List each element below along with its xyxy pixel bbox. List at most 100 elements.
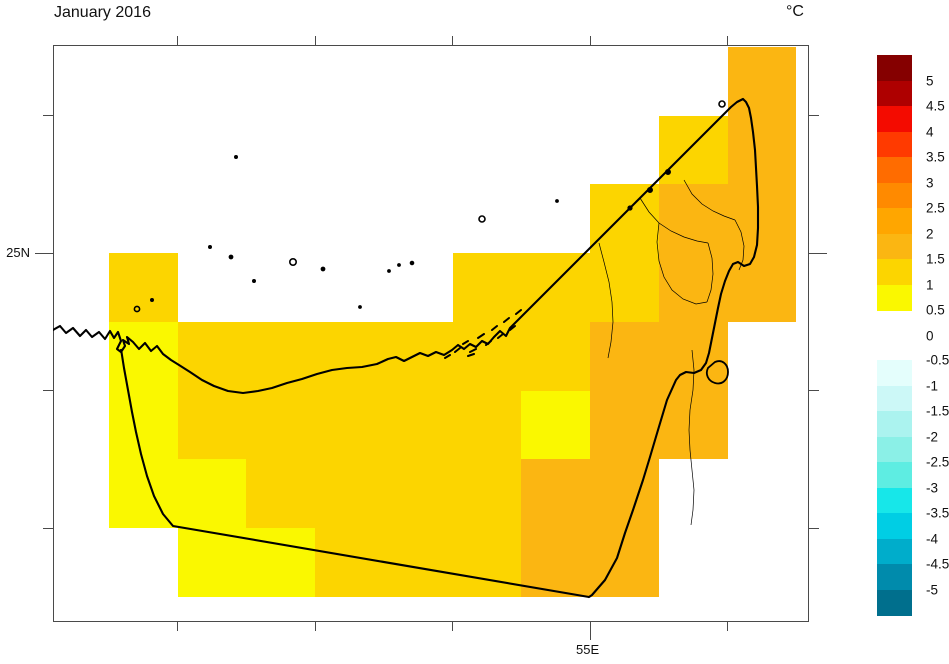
heatmap-cell <box>177 321 247 391</box>
heatmap-cell <box>246 528 315 597</box>
colorbar-tick-label: 4 <box>926 124 934 139</box>
axis-tick <box>43 390 53 392</box>
colorbar-tick-label: -2 <box>926 429 939 444</box>
colorbar-tick-label: 3 <box>926 175 934 190</box>
colorbar-tick-label: 3.5 <box>926 149 945 165</box>
heatmap-cell <box>521 390 590 460</box>
unit-label: °C <box>786 3 804 20</box>
heatmap-cell <box>383 459 453 528</box>
heatmap-cell <box>177 459 247 528</box>
axis-tick <box>589 622 591 640</box>
axis-tick <box>452 622 454 631</box>
colorbar-tick-label: -2.5 <box>926 454 949 470</box>
colorbar-tick-label: 1 <box>926 277 934 292</box>
axis-tick <box>809 527 819 529</box>
heatmap-cell <box>590 184 659 253</box>
heatmap-cell <box>452 321 522 391</box>
heatmap-cell <box>383 321 453 391</box>
colorbar-tick-label: -3.5 <box>926 505 949 521</box>
colorbar-box <box>877 233 912 260</box>
colorbar-tick-label: 0.5 <box>926 302 945 318</box>
heatmap-cell <box>383 528 453 597</box>
heatmap-cell <box>315 528 384 597</box>
colorbar-box <box>877 259 912 285</box>
colorbar-box <box>877 487 912 514</box>
heatmap-cell <box>108 390 178 460</box>
heatmap-cell <box>246 321 315 391</box>
heatmap-cell <box>658 115 728 185</box>
heatmap-cell <box>315 321 384 391</box>
colorbar-box <box>877 538 912 565</box>
colorbar-tick-label: -5 <box>926 582 939 597</box>
axis-tick <box>589 36 591 45</box>
axis-tick <box>809 115 819 117</box>
colorbar-box <box>877 208 912 234</box>
axis-tick <box>43 115 53 117</box>
heatmap-cell <box>452 253 522 322</box>
colorbar-box <box>877 106 912 132</box>
colorbar-tick-label: -4 <box>926 531 939 546</box>
colorbar-box <box>877 513 912 539</box>
axis-tick <box>177 36 179 45</box>
heatmap-cell <box>315 390 384 460</box>
heatmap-cell <box>590 253 659 322</box>
heatmap-cell <box>658 184 728 253</box>
colorbar-box <box>877 589 912 616</box>
heatmap-cells <box>53 45 809 622</box>
colorbar-box <box>877 131 912 158</box>
heatmap-cell <box>177 528 247 597</box>
axis-tick <box>809 252 827 254</box>
colorbar-box <box>877 55 912 81</box>
colorbar-box <box>877 385 912 412</box>
heatmap-cell <box>521 321 590 391</box>
axis-tick <box>314 36 316 45</box>
heatmap-cell <box>452 528 522 597</box>
heatmap-cell <box>452 390 522 460</box>
heatmap-cell <box>452 459 522 528</box>
axis-tick <box>727 36 729 45</box>
heatmap-cell <box>590 321 659 391</box>
heatmap-cell <box>521 459 590 528</box>
heatmap-cell <box>108 321 178 391</box>
colorbar-tick-label: 5 <box>926 73 934 88</box>
colorbar-tick-label: 4.5 <box>926 98 945 114</box>
x-axis-label-55e: 55E <box>576 642 600 657</box>
heatmap-cell <box>246 459 315 528</box>
axis-tick <box>35 252 53 254</box>
axis-tick <box>809 390 819 392</box>
colorbar-tick-label: 2.5 <box>926 200 945 216</box>
colorbar-tick-label: 0 <box>926 328 934 343</box>
axis-tick <box>43 527 53 529</box>
page-title: January 2016 <box>54 4 151 21</box>
heatmap-cell <box>727 115 797 185</box>
colorbar-box <box>877 436 912 463</box>
colorbar-box <box>877 157 912 183</box>
heatmap-cell <box>246 390 315 460</box>
heatmap-cell <box>108 459 178 528</box>
axis-tick <box>452 36 454 45</box>
heatmap-cell <box>658 253 728 322</box>
heatmap-cell <box>727 46 797 116</box>
heatmap-cell <box>521 253 590 322</box>
axis-tick <box>177 622 179 631</box>
heatmap-cell <box>727 184 797 253</box>
colorbar-tick-label: 1.5 <box>926 251 945 267</box>
colorbar-box <box>877 564 912 590</box>
colorbar-tick-label: -1.5 <box>926 403 949 419</box>
colorbar-box <box>877 80 912 107</box>
y-axis-label-25n: 25N <box>6 245 30 260</box>
heatmap-cell <box>315 459 384 528</box>
colorbar-tick-label: -1 <box>926 378 939 393</box>
colorbar-box <box>877 284 912 311</box>
colorbar-tick-label: -4.5 <box>926 556 949 572</box>
heatmap-cell <box>590 528 659 597</box>
colorbar-tick-label: 2 <box>926 226 934 241</box>
heatmap-cell <box>658 321 728 391</box>
heatmap-cell <box>658 390 728 460</box>
colorbar-box <box>877 182 912 209</box>
colorbar-box <box>877 411 912 437</box>
colorbar-box <box>877 360 912 386</box>
heatmap-cell <box>590 459 659 528</box>
colorbar-tick-label: -3 <box>926 480 939 495</box>
